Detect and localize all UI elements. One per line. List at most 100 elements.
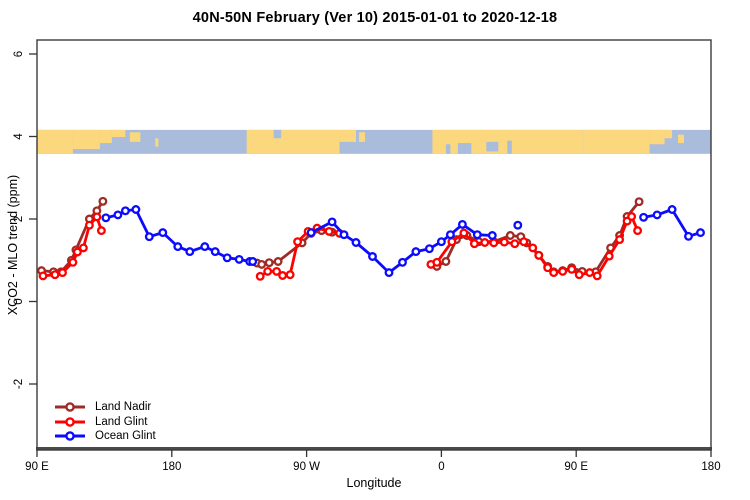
data-point — [293, 237, 303, 247]
x-tick-label: 90 E — [25, 461, 49, 473]
plot-border — [36, 39, 712, 451]
data-point — [38, 271, 48, 281]
data-point — [558, 266, 568, 276]
data-point — [633, 226, 643, 236]
data-point — [144, 232, 154, 242]
land-nadir-symbol-icon — [55, 402, 85, 413]
map-strip-land — [129, 132, 141, 142]
chart-title: 40N-50N February (Ver 10) 2015-01-01 to … — [192, 10, 558, 26]
data-point — [543, 263, 553, 273]
data-point — [441, 257, 451, 266]
x-axis-label: Longitude — [346, 476, 402, 490]
data-point — [445, 230, 455, 240]
plot-area: 90 E 180 90 W 0 90 E 180 -2 0 2 4 6 — [13, 39, 721, 473]
data-point — [487, 231, 497, 240]
data-point — [634, 197, 644, 207]
data-point — [68, 257, 78, 267]
data-point — [639, 212, 649, 222]
data-point — [447, 237, 457, 247]
data-point — [257, 259, 267, 269]
data-point — [210, 247, 220, 257]
data-point — [436, 237, 446, 247]
y-tick-label: 0 — [13, 298, 25, 304]
data-point — [278, 271, 288, 280]
map-strip-land — [99, 129, 112, 144]
data-point — [248, 257, 258, 266]
data-point — [652, 210, 662, 220]
map-strip-land — [339, 129, 357, 142]
legend-item-land-nadir: Land Nadir — [54, 400, 156, 415]
legend-item-land-glint: Land Glint — [54, 415, 156, 430]
x-tick-label: 180 — [162, 461, 181, 473]
data-point — [272, 266, 282, 276]
map-strip-land — [359, 132, 366, 142]
data-point — [472, 230, 482, 240]
data-point — [667, 205, 677, 214]
data-point — [469, 239, 479, 249]
data-point — [96, 226, 106, 236]
data-point — [285, 270, 295, 280]
data-point — [513, 220, 523, 230]
data-point — [351, 238, 361, 247]
map-strip-land — [582, 129, 650, 154]
y-axis-label: XCO2 - MLO trend (ppm) — [6, 174, 20, 316]
legend: Land Nadir Land Glint Ocean Glint — [54, 400, 156, 444]
map-strip-land — [72, 129, 100, 150]
data-point — [398, 257, 407, 267]
data-point — [78, 243, 88, 253]
x-tick-label: 0 — [438, 461, 444, 473]
data-point — [604, 251, 614, 261]
y-tick-label: 4 — [13, 133, 25, 140]
map-strip-ocean — [273, 129, 282, 139]
data-point — [113, 210, 123, 220]
map-strip-land — [155, 138, 159, 147]
data-point — [234, 254, 244, 264]
data-point — [92, 212, 102, 222]
series-line — [105, 208, 253, 263]
map-strip-land — [649, 129, 665, 145]
map-strip-land — [664, 129, 673, 139]
data-point — [58, 268, 67, 278]
data-point — [489, 238, 499, 248]
data-point — [534, 250, 544, 260]
y-tick-label: 2 — [13, 216, 25, 222]
x-tick-label: 180 — [701, 461, 720, 473]
map-strip-land — [246, 129, 340, 154]
data-point — [615, 235, 625, 245]
data-point — [185, 247, 195, 257]
data-point — [510, 239, 520, 249]
data-point — [549, 268, 559, 278]
data-point — [339, 230, 349, 240]
data-point — [432, 257, 442, 267]
land-glint-symbol-icon — [55, 416, 85, 427]
data-point — [263, 266, 273, 276]
x-tick-label: 90 W — [293, 461, 320, 473]
data-point — [158, 228, 168, 238]
map-strip-land — [111, 129, 126, 138]
data-point — [98, 196, 108, 206]
data-point — [101, 213, 111, 223]
data-point — [627, 212, 637, 221]
data-point — [528, 243, 538, 253]
data-point — [222, 253, 232, 263]
data-point — [173, 242, 183, 252]
data-point — [585, 268, 595, 278]
data-point — [273, 257, 283, 266]
y-tick-label: -2 — [13, 379, 25, 389]
data-point — [384, 268, 394, 278]
map-strip-ocean — [457, 143, 472, 154]
data-point — [84, 220, 94, 230]
map-strip-land — [678, 134, 685, 144]
data-point — [480, 238, 490, 247]
map-strip-ocean — [486, 141, 499, 152]
data-point — [592, 271, 602, 281]
data-point — [131, 205, 141, 214]
data-point — [424, 244, 434, 254]
data-point — [255, 271, 265, 281]
data-point — [696, 228, 705, 238]
plot-svg: 90 E 180 90 W 0 90 E 180 -2 0 2 4 6 — [13, 39, 721, 473]
legend-label: Ocean Glint — [95, 430, 156, 443]
data-point — [200, 242, 210, 252]
map-strip-ocean — [445, 144, 451, 154]
